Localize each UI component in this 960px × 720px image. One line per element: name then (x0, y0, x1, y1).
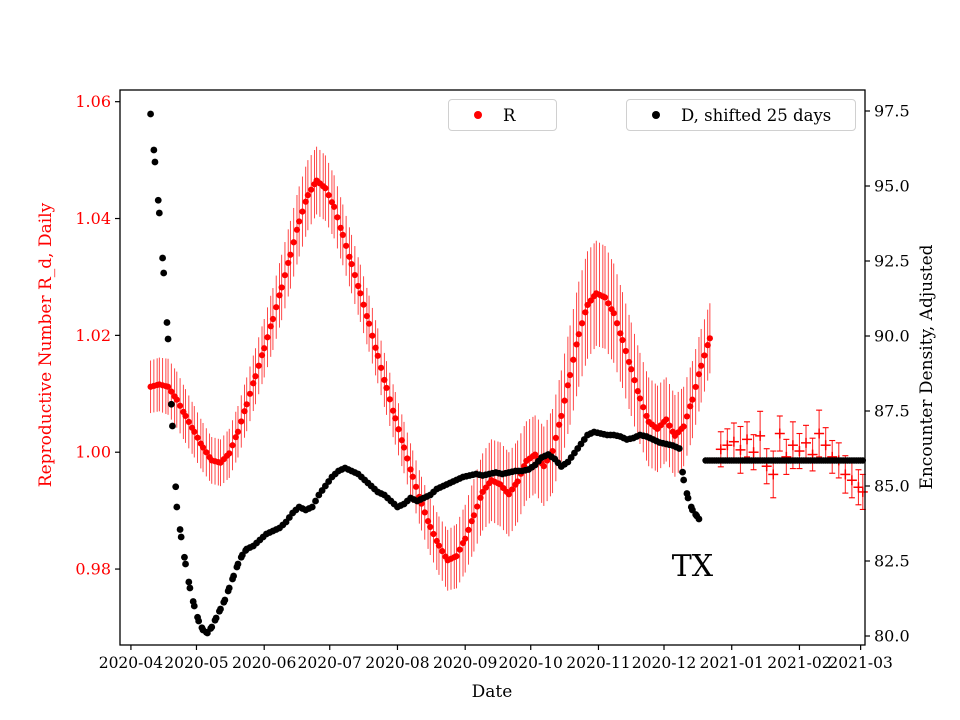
svg-text:85.0: 85.0 (874, 477, 910, 496)
svg-text:2020-06: 2020-06 (232, 654, 296, 672)
svg-text:1.04: 1.04 (75, 209, 111, 228)
svg-text:87.5: 87.5 (874, 402, 910, 421)
svg-text:2021-02: 2021-02 (767, 654, 831, 672)
svg-text:82.5: 82.5 (874, 552, 910, 571)
svg-text:92.5: 92.5 (874, 252, 910, 271)
svg-text:97.5: 97.5 (874, 102, 910, 121)
x-axis-ticks: 2020-04 2020-05 2020-06 2020-07 2020-08 2020-… (99, 645, 893, 672)
svg-text:1.02: 1.02 (75, 326, 111, 345)
legend-r: R (448, 99, 557, 131)
svg-text:1.06: 1.06 (75, 92, 111, 111)
svg-text:90.0: 90.0 (874, 327, 910, 346)
svg-text:2020-10: 2020-10 (499, 654, 563, 672)
r-legend-handle (463, 111, 493, 119)
x-axis-title: Date (471, 682, 513, 702)
left-axis-title: Reproductive Number R_d, Daily (36, 202, 56, 488)
d-legend-handle (641, 111, 671, 119)
svg-text:95.0: 95.0 (874, 177, 910, 196)
plot-frame (119, 89, 866, 646)
svg-text:2021-03: 2021-03 (828, 654, 892, 672)
legend-d-label: D, shifted 25 days (681, 105, 832, 125)
svg-text:2020-11: 2020-11 (566, 654, 630, 672)
svg-text:80.0: 80.0 (874, 627, 910, 646)
right-axis-title: Encounter Density, Adjusted (917, 244, 937, 490)
svg-text:2020-09: 2020-09 (433, 654, 497, 672)
left-axis-ticks: 0.98 1.00 1.02 1.04 1.06 (75, 92, 120, 579)
svg-text:2020-05: 2020-05 (164, 654, 228, 672)
state-annotation: TX (672, 549, 714, 584)
svg-text:2020-07: 2020-07 (298, 654, 362, 672)
svg-text:1.00: 1.00 (75, 443, 111, 462)
right-axis-ticks: 80.0 82.5 85.0 87.5 90.0 92.5 95.0 97.5 (865, 102, 910, 646)
svg-text:2020-08: 2020-08 (365, 654, 429, 672)
legend-r-label: R (503, 105, 516, 125)
svg-text:2020-04: 2020-04 (99, 654, 164, 672)
series-D-tail (702, 457, 867, 464)
svg-text:0.98: 0.98 (75, 560, 111, 579)
series-D-shifted (147, 110, 703, 637)
r-marker-icon (474, 111, 482, 119)
legend-d: D, shifted 25 days (626, 99, 856, 131)
svg-text:2020-12: 2020-12 (632, 654, 696, 672)
series-R-late (715, 428, 868, 497)
svg-text:2021-01: 2021-01 (700, 654, 764, 672)
d-marker-icon (652, 111, 660, 119)
